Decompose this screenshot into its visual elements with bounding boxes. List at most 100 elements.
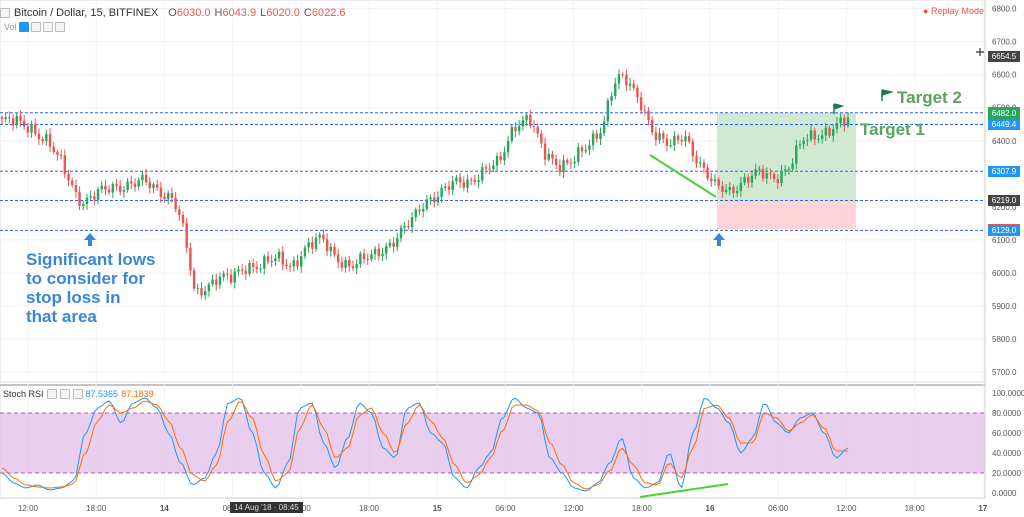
candle-body — [706, 167, 709, 179]
candle-body — [758, 168, 761, 170]
candle-body — [495, 155, 499, 166]
candle-body — [473, 179, 477, 182]
more-icon[interactable] — [42, 22, 53, 32]
candle-body — [665, 138, 669, 146]
candle-body — [651, 119, 654, 133]
candle-body — [776, 178, 780, 184]
trend-lines — [639, 154, 729, 498]
candle-body — [791, 163, 794, 170]
rsi-y-tick-label: 100.0000 — [992, 389, 1024, 398]
more-icon[interactable] — [72, 389, 83, 399]
candle-body — [551, 153, 554, 159]
candle-body — [178, 209, 181, 216]
candle-body — [414, 209, 417, 218]
candle-body — [45, 134, 48, 142]
candle-body — [370, 254, 373, 260]
y-tick-label: 6600.0 — [992, 71, 1017, 80]
candle-body — [78, 191, 81, 206]
candle-body — [798, 144, 802, 146]
candle-body — [296, 260, 299, 267]
y-tick-label: 5900.0 — [992, 302, 1017, 311]
candle-body — [336, 254, 340, 263]
eye-icon[interactable] — [46, 389, 57, 399]
candle-body — [824, 127, 828, 136]
lows-annotation: Significant lows to consider for stop lo… — [26, 250, 156, 326]
candle-body — [595, 133, 598, 140]
candle-body — [846, 117, 850, 126]
candle-body — [676, 135, 680, 140]
target-zone — [717, 112, 856, 201]
candle-body — [167, 193, 170, 200]
candle-body — [628, 83, 632, 86]
candle-body — [56, 152, 59, 155]
candle-body — [610, 96, 613, 101]
candle-body — [229, 274, 233, 283]
candle-body — [8, 117, 11, 119]
candle-body — [152, 184, 155, 189]
candle-body — [558, 165, 562, 173]
candle-body — [203, 291, 207, 296]
candle-body — [329, 246, 332, 252]
candle-body — [22, 120, 26, 127]
candle-body — [126, 181, 129, 190]
candle-body — [274, 258, 277, 261]
candle-body — [469, 179, 473, 181]
candle-body — [322, 234, 325, 240]
candle-body — [218, 276, 222, 285]
candle-body — [643, 110, 647, 112]
candle-body — [710, 178, 713, 182]
candle-body — [772, 174, 776, 179]
candle-body — [355, 264, 358, 269]
rsi-y-tick-label: 40.0000 — [992, 449, 1021, 458]
settings-icon[interactable] — [30, 22, 41, 32]
candle-body — [388, 242, 392, 247]
collapse-icon[interactable] — [0, 8, 10, 18]
replay-mode-label[interactable]: ● Replay Mode — [923, 6, 984, 16]
candle-body — [724, 189, 728, 192]
candle-body — [499, 155, 502, 161]
candle-body — [292, 260, 296, 267]
candle-body — [621, 74, 624, 76]
settings-icon[interactable] — [59, 389, 70, 399]
candle-body — [244, 270, 248, 274]
candle-body — [813, 130, 816, 140]
candle-body — [769, 173, 772, 175]
candle-body — [70, 180, 74, 186]
candle-body — [518, 126, 521, 132]
eye-icon[interactable] — [18, 22, 29, 32]
candle-body — [806, 139, 809, 141]
candle-body — [174, 197, 177, 210]
candle-body — [809, 130, 813, 140]
candle-body — [695, 156, 698, 164]
symbol-title: Bitcoin / Dollar, 15, BITFINEX — [14, 7, 159, 19]
candle-body — [795, 145, 798, 164]
candle-body — [680, 139, 683, 142]
close-icon[interactable] — [54, 22, 65, 32]
candle-body — [591, 133, 595, 146]
y-tick-label: 6000.0 — [992, 269, 1017, 278]
candle-body — [222, 273, 225, 277]
candle-body — [333, 246, 336, 255]
candle-body — [455, 177, 458, 182]
candle-body — [573, 161, 576, 164]
candle-body — [396, 238, 399, 247]
stoch-rsi-header: Stoch RSI 87.5365 87.1839 — [3, 389, 154, 399]
candle-body — [163, 196, 166, 200]
candle-body — [754, 169, 757, 176]
candle-body — [625, 74, 628, 86]
candle-body — [277, 251, 281, 259]
candle-body — [717, 179, 720, 186]
flag-icon — [881, 89, 894, 101]
rsi-y-tick-label: 0.0000 — [992, 489, 1017, 498]
candle-body — [159, 187, 163, 197]
rsi-y-tick-label: 20.0000 — [992, 469, 1021, 478]
horizontal-levels — [0, 112, 985, 231]
y-tick-label: 6200.0 — [992, 203, 1017, 212]
candle-body — [735, 191, 739, 194]
stop-zone — [717, 200, 856, 230]
stoch-k-line — [1, 397, 849, 492]
candle-body — [647, 110, 650, 120]
y-tick-label: 5800.0 — [992, 335, 1017, 344]
rsi-band — [0, 413, 985, 473]
